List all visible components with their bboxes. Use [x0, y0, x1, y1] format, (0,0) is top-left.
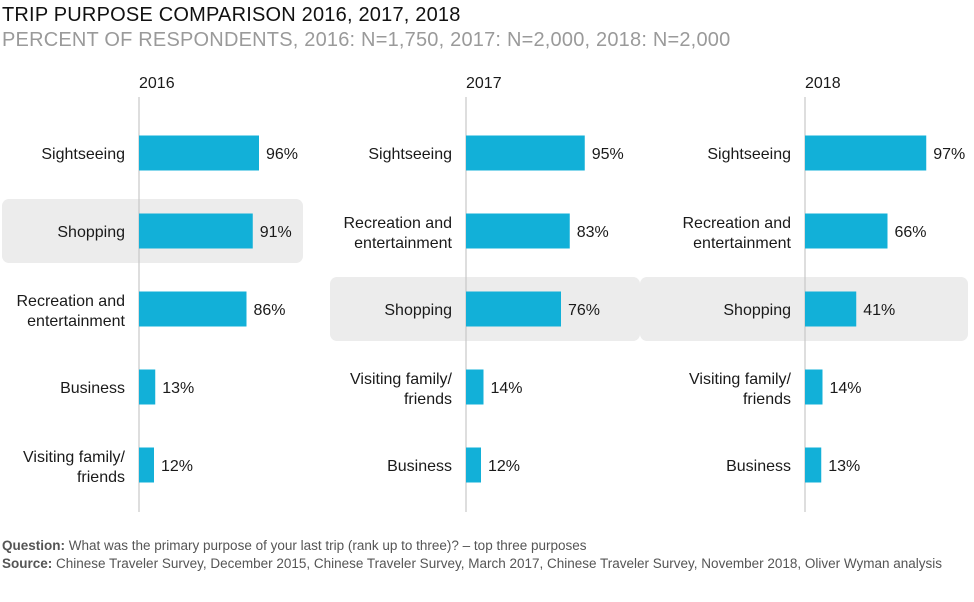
- bar-2016-4: [139, 369, 156, 405]
- marks-layer: 2016 96% Sightseeing 91% Shopping 86% Recreati…: [16, 75, 965, 512]
- category-label-2016-2: Shopping: [57, 224, 125, 241]
- value-label-2017-2: 83%: [577, 224, 609, 241]
- source-note: Source: Chinese Traveler Survey, Decembe…: [2, 555, 962, 573]
- category-label-2016-3: Recreation and entertainment: [16, 293, 125, 330]
- category-line: Visiting family/: [23, 449, 126, 466]
- chart-notes: Question: What was the primary purpose o…: [2, 537, 962, 572]
- value-label-2016-1: 96%: [266, 146, 298, 163]
- category-label-2018-1: Sightseeing: [707, 146, 791, 163]
- bar-2017-5: [466, 447, 481, 483]
- category-label-2018-4: Visiting family/friends: [689, 371, 792, 408]
- year-label-2017: 2017: [466, 75, 502, 92]
- value-label-2017-4: 14%: [491, 380, 523, 397]
- category-label-2018-3: Shopping: [723, 302, 791, 319]
- category-line: Recreation and: [682, 215, 791, 232]
- category-label-2016-5: Visiting family/friends: [23, 449, 126, 486]
- value-label-2017-5: 12%: [488, 458, 520, 475]
- bar-2017-3: [466, 291, 561, 327]
- question-label: Question:: [2, 538, 65, 553]
- category-line: entertainment: [693, 235, 791, 252]
- value-label-2016-4: 13%: [162, 380, 194, 397]
- category-label-2017-2: Recreation and entertainment: [343, 215, 452, 252]
- value-label-2016-3: 86%: [254, 302, 286, 319]
- bar-2017-4: [466, 369, 484, 405]
- category-line: Recreation and: [16, 293, 125, 310]
- category-line: Visiting family/: [350, 371, 453, 388]
- category-line: Visiting family/: [689, 371, 792, 388]
- category-line: entertainment: [27, 313, 125, 330]
- year-label-2018: 2018: [805, 75, 841, 92]
- source-text: Chinese Traveler Survey, December 2015, …: [52, 555, 943, 571]
- question-note: Question: What was the primary purpose o…: [2, 537, 962, 555]
- value-label-2017-1: 95%: [592, 146, 624, 163]
- value-label-2016-2: 91%: [260, 224, 292, 241]
- bar-2018-1: [805, 135, 927, 171]
- highlight-band-2018: [640, 277, 968, 341]
- value-label-2018-1: 97%: [933, 146, 965, 163]
- category-line: friends: [404, 391, 452, 408]
- bar-2018-5: [805, 447, 822, 483]
- value-label-2017-3: 76%: [568, 302, 600, 319]
- value-label-2018-2: 66%: [895, 224, 927, 241]
- bar-2018-2: [805, 213, 888, 249]
- category-label-2017-3: Shopping: [384, 302, 452, 319]
- category-line: friends: [77, 469, 125, 486]
- category-line: friends: [743, 391, 791, 408]
- category-label-2018-5: Business: [726, 458, 791, 475]
- bar-2016-1: [139, 135, 259, 171]
- category-line: Recreation and: [343, 215, 452, 232]
- chart-subtitle: PERCENT OF RESPONDENTS, 2016: N=1,750, 2…: [2, 29, 731, 51]
- category-label-2016-4: Business: [60, 380, 125, 397]
- bar-2017-1: [466, 135, 585, 171]
- value-label-2018-5: 13%: [828, 458, 860, 475]
- bar-2018-3: [805, 291, 857, 327]
- value-label-2018-3: 41%: [863, 302, 895, 319]
- category-label-2017-5: Business: [387, 458, 452, 475]
- category-label-2018-2: Recreation and entertainment: [682, 215, 791, 252]
- chart-title: TRIP PURPOSE COMPARISON 2016, 2017, 2018: [2, 4, 461, 26]
- bar-2016-2: [139, 213, 253, 249]
- value-label-2018-4: 14%: [830, 380, 862, 397]
- category-label-2016-1: Sightseeing: [41, 146, 125, 163]
- category-label-2017-4: Visiting family/friends: [350, 371, 453, 408]
- bar-2017-2: [466, 213, 570, 249]
- bar-2016-5: [139, 447, 154, 483]
- bar-2016-3: [139, 291, 247, 327]
- chart-svg: 2016 96% Sightseeing 91% Shopping 86% Recreati…: [2, 75, 968, 512]
- source-label: Source:: [2, 555, 53, 571]
- category-label-2017-1: Sightseeing: [368, 146, 452, 163]
- category-line: entertainment: [354, 235, 452, 252]
- bar-2018-4: [805, 369, 823, 405]
- question-text: What was the primary purpose of your las…: [65, 538, 587, 553]
- year-label-2016: 2016: [139, 75, 175, 92]
- value-label-2016-5: 12%: [161, 458, 193, 475]
